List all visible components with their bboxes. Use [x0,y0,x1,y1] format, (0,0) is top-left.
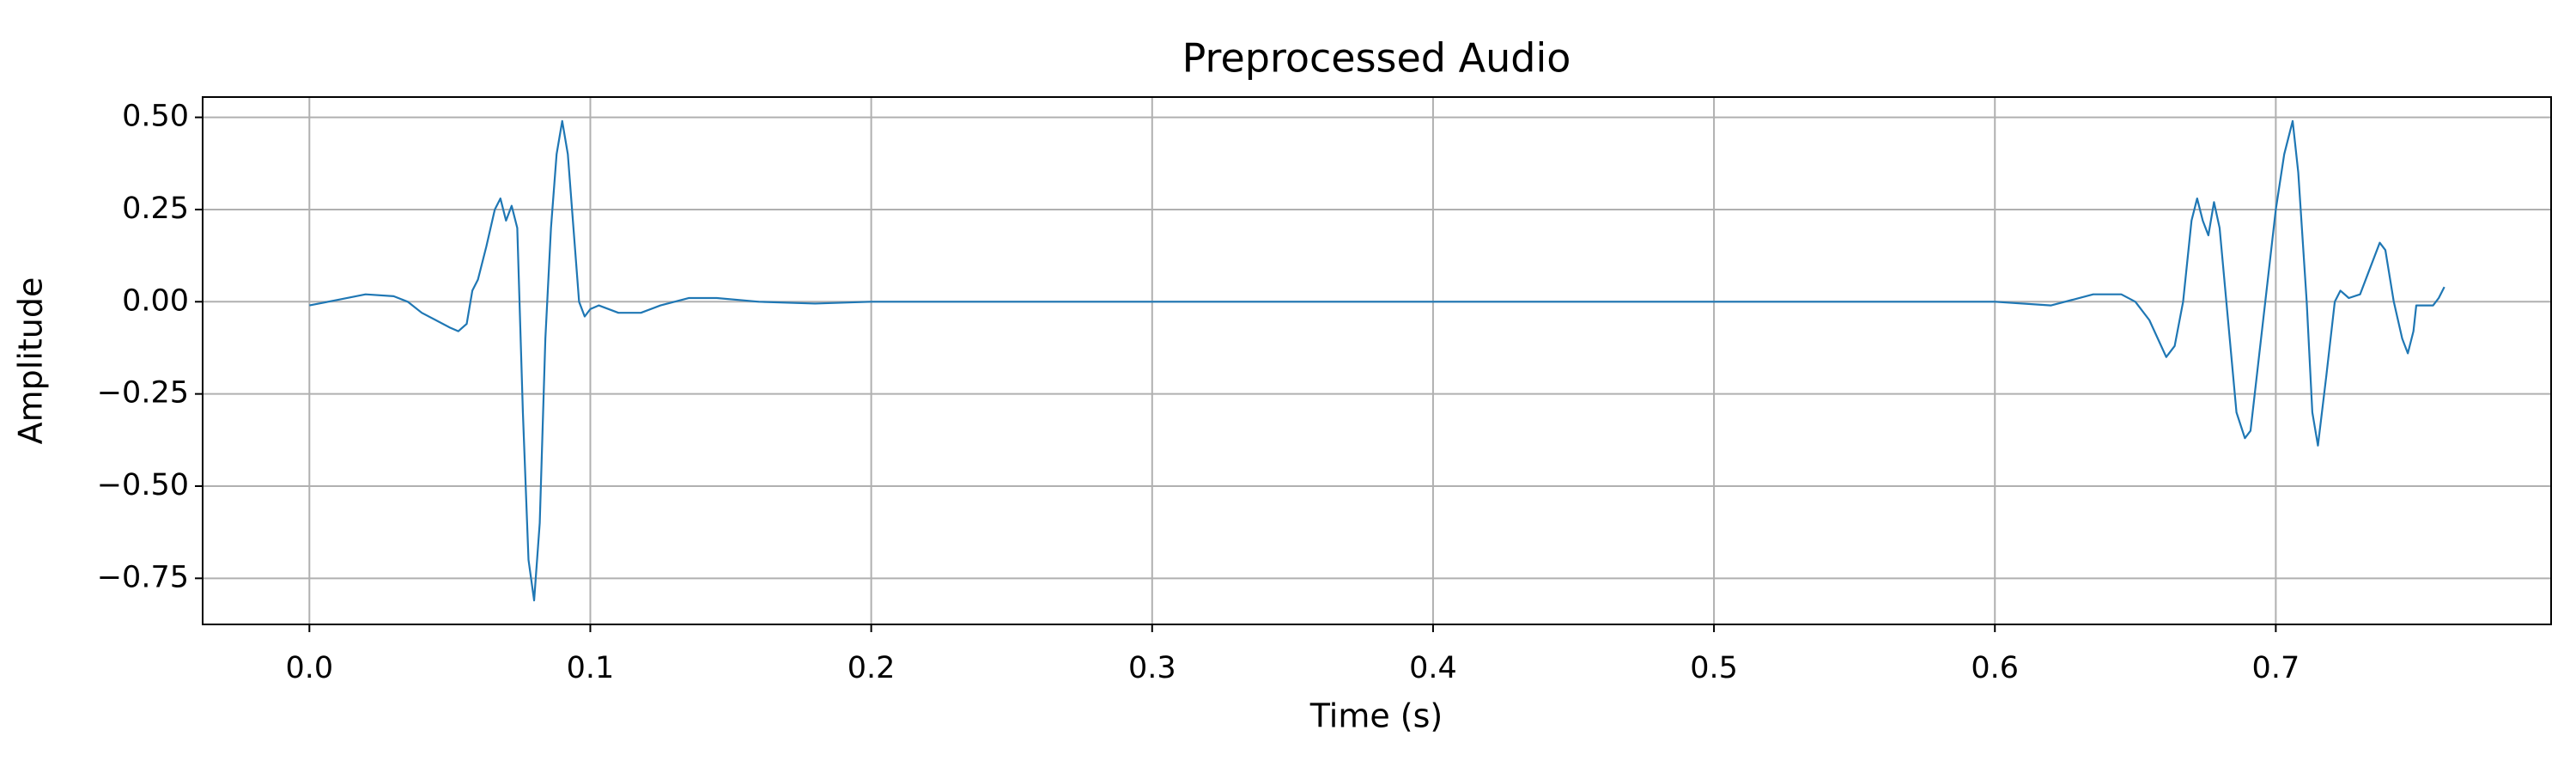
x-tick-label: 0.5 [1690,651,1738,685]
y-tick-label: 0.25 [122,192,189,226]
plot-frame [202,96,2552,625]
x-tick-label: 0.7 [2252,651,2300,685]
chart-title: Preprocessed Audio [1182,35,1571,82]
y-axis-label: Amplitude [12,277,50,445]
y-tick-label: −0.75 [97,560,189,594]
y-tick-label: 0.00 [122,283,189,318]
y-tick-label: −0.25 [97,376,189,411]
x-tick-label: 0.2 [848,651,896,685]
x-tick-label: 0.0 [285,651,333,685]
x-tick-label: 0.3 [1128,651,1176,685]
x-tick-label: 0.6 [1971,651,2019,685]
x-axis-label: Time (s) [1309,697,1443,735]
y-tick-label: −0.50 [97,468,189,502]
waveform-line [309,119,2445,602]
y-tick-label: 0.50 [122,100,189,134]
x-tick-label: 0.4 [1409,651,1457,685]
x-tick-label: 0.1 [567,651,615,685]
